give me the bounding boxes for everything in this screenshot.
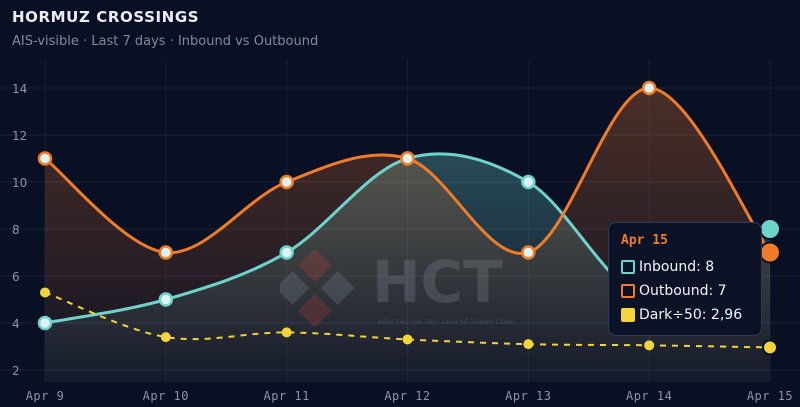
y-tick-label: 8 <box>12 223 20 237</box>
outbound-point <box>279 174 294 190</box>
tooltip-row-dark: Dark÷50: 2,96 <box>621 304 749 326</box>
dark-point <box>644 340 655 351</box>
tooltip-row-inbound: Inbound: 8 <box>621 256 749 278</box>
inbound-swatch <box>621 260 635 274</box>
x-axis-ticks: Apr 9 Apr 10 Apr 11 Apr 12 Apr 13 Apr 14 Apr 1… <box>26 389 793 403</box>
y-tick-label: 14 <box>12 82 27 96</box>
y-tick-label: 2 <box>12 364 20 378</box>
outbound-area <box>45 88 770 382</box>
tooltip-inbound-label: Inbound: 8 <box>639 259 715 275</box>
x-tick-label: Apr 10 <box>143 389 189 403</box>
inbound-point <box>279 245 294 260</box>
dark-point-active <box>762 339 778 356</box>
outbound-point-active <box>759 241 781 264</box>
x-tick-label: Apr 12 <box>384 389 430 403</box>
outbound-point <box>37 151 53 166</box>
inbound-point <box>37 315 53 331</box>
dark-point <box>523 339 534 350</box>
dark-point <box>40 287 50 298</box>
outbound-swatch <box>621 284 635 298</box>
dark-point <box>281 327 292 338</box>
outbound-point <box>158 245 174 260</box>
x-tick-label: Apr 15 <box>747 389 793 403</box>
y-axis-ticks: 2 4 6 8 10 12 14 <box>12 82 27 378</box>
x-tick-label: Apr 13 <box>505 389 551 403</box>
dark-point <box>160 332 171 343</box>
tooltip-title: Apr 15 <box>621 233 668 248</box>
outbound-point <box>521 245 536 260</box>
dark-swatch <box>621 308 635 322</box>
y-tick-label: 6 <box>12 270 20 284</box>
tooltip-row-outbound: Outbound: 7 <box>621 280 749 302</box>
y-tick-label: 4 <box>12 317 20 331</box>
inbound-point <box>158 292 174 307</box>
inbound-point-active <box>759 218 781 240</box>
x-tick-label: Apr 9 <box>26 389 65 403</box>
chart-title: HORMUZ CROSSINGS <box>12 8 200 26</box>
chart-subtitle: AIS-visible · Last 7 days · Inbound vs O… <box>12 34 319 49</box>
inbound-point <box>521 174 536 190</box>
series-areas <box>45 88 770 382</box>
y-tick-label: 12 <box>12 129 27 143</box>
tooltip: Apr 15 Inbound: 8 Outbound: 7 Dark÷50: 2… <box>608 222 762 336</box>
tooltip-dark-label: Dark÷50: 2,96 <box>639 307 743 323</box>
dark-point <box>402 334 413 345</box>
outbound-point <box>400 151 415 166</box>
x-tick-label: Apr 11 <box>263 389 309 403</box>
tooltip-outbound-label: Outbound: 7 <box>639 283 727 299</box>
x-tick-label: Apr 14 <box>626 389 672 403</box>
outbound-point <box>641 80 657 96</box>
y-tick-label: 10 <box>12 176 27 190</box>
